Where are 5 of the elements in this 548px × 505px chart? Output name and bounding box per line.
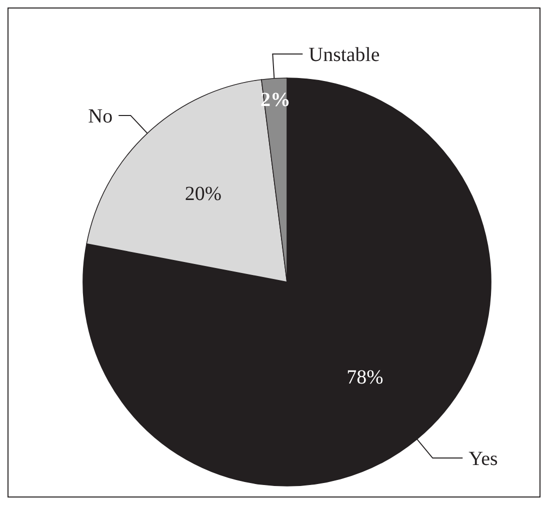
slice-label: Unstable <box>308 44 380 66</box>
slice-label: Yes <box>468 448 498 470</box>
slice-label: No <box>88 105 113 128</box>
data-label: 78% <box>346 366 384 388</box>
data-label: 20% <box>184 182 222 205</box>
